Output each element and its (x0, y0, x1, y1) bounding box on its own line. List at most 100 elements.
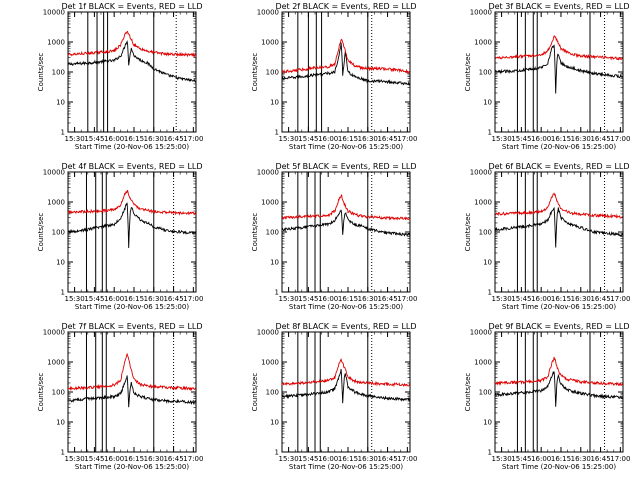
y-axis-label: Counts/sec (464, 373, 472, 412)
x-tick-label: 17:00 (610, 135, 630, 143)
x-tick-label: 15:45 (298, 455, 318, 463)
y-tick-label: 10000 (470, 329, 492, 337)
x-tick-label: 15:45 (298, 295, 318, 303)
x-tick-label: 16:15 (124, 135, 144, 143)
x-tick-label: 16:30 (571, 455, 591, 463)
x-axis-label: Start Time (20-Nov-06 15:25:00) (289, 303, 403, 311)
panel-title: Det 1f BLACK = Events, RED = LLD (61, 2, 202, 11)
x-axis-label: Start Time (20-Nov-06 15:25:00) (75, 303, 189, 311)
y-tick-label: 10000 (43, 329, 65, 337)
y-tick-label: 10000 (257, 329, 279, 337)
panel-title: Det 5f BLACK = Events, RED = LLD (275, 162, 416, 171)
y-axis-label: Counts/sec (464, 53, 472, 92)
x-axis-label: Start Time (20-Nov-06 15:25:00) (75, 463, 189, 471)
x-tick-label: 17:00 (397, 135, 417, 143)
panel-title: Det 6f BLACK = Events, RED = LLD (488, 162, 629, 171)
plot-frame (281, 171, 411, 293)
y-tick-label: 1 (275, 129, 279, 137)
y-tick-label: 10000 (43, 169, 65, 177)
x-tick-label: 16:00 (104, 135, 124, 143)
x-tick-label: 16:00 (531, 455, 551, 463)
y-tick-label: 100 (52, 69, 65, 77)
y-tick-label: 100 (52, 389, 65, 397)
x-tick-label: 16:45 (377, 295, 397, 303)
x-tick-label: 16:15 (338, 295, 358, 303)
y-tick-label: 10 (56, 419, 65, 427)
x-tick-label: 15:30 (279, 295, 299, 303)
y-tick-label: 10000 (257, 169, 279, 177)
x-tick-label: 16:45 (377, 455, 397, 463)
detector-panel-2: Det 2f BLACK = Events, RED = LLD 1 10 100 10… (251, 2, 417, 151)
lld-curve (495, 192, 623, 220)
x-tick-label: 15:45 (298, 135, 318, 143)
y-axis-label: Counts/sec (37, 53, 45, 92)
x-axis-label: Start Time (20-Nov-06 15:25:00) (289, 143, 403, 151)
plot-frame (67, 11, 197, 133)
plot-frame (281, 331, 411, 453)
panel-title: Det 2f BLACK = Events, RED = LLD (275, 2, 416, 11)
y-axis-label: Counts/sec (251, 213, 259, 252)
plot-frame (67, 331, 197, 453)
events-curve (495, 371, 623, 407)
y-tick-label: 1000 (47, 199, 65, 207)
x-tick-label: 15:45 (84, 135, 104, 143)
x-axis-label: Start Time (20-Nov-06 15:25:00) (502, 463, 616, 471)
y-tick-label: 1 (488, 449, 492, 457)
x-tick-label: 17:00 (610, 455, 630, 463)
y-tick-label: 100 (52, 229, 65, 237)
x-tick-label: 16:15 (551, 295, 571, 303)
y-tick-label: 1 (61, 289, 65, 297)
x-tick-label: 16:00 (318, 455, 338, 463)
y-tick-label: 100 (479, 69, 492, 77)
y-tick-label: 1000 (47, 359, 65, 367)
y-tick-label: 10000 (257, 9, 279, 17)
y-axis-label: Counts/sec (37, 373, 45, 412)
x-tick-label: 16:30 (571, 135, 591, 143)
x-tick-label: 16:15 (338, 455, 358, 463)
x-tick-label: 16:15 (551, 135, 571, 143)
x-tick-label: 16:45 (163, 455, 183, 463)
y-tick-label: 10 (483, 419, 492, 427)
x-tick-label: 16:15 (124, 455, 144, 463)
x-tick-label: 16:15 (124, 295, 144, 303)
y-tick-label: 1000 (474, 199, 492, 207)
lld-curve (68, 352, 196, 392)
x-tick-label: 16:45 (590, 455, 610, 463)
x-tick-label: 16:30 (144, 135, 164, 143)
x-tick-label: 16:00 (104, 295, 124, 303)
y-tick-label: 1 (275, 449, 279, 457)
x-tick-label: 15:30 (65, 455, 85, 463)
x-tick-label: 16:45 (163, 135, 183, 143)
y-tick-label: 100 (479, 229, 492, 237)
detector-panel-9: Det 9f BLACK = Events, RED = LLD 1 10 100 10… (464, 322, 630, 471)
x-axis-label: Start Time (20-Nov-06 15:25:00) (502, 303, 616, 311)
y-tick-label: 10000 (470, 9, 492, 17)
y-tick-label: 1000 (47, 39, 65, 47)
y-tick-label: 1 (488, 289, 492, 297)
y-tick-label: 10000 (470, 169, 492, 177)
x-tick-label: 16:00 (104, 455, 124, 463)
x-tick-label: 16:45 (163, 295, 183, 303)
x-tick-label: 16:15 (551, 455, 571, 463)
panel-title: Det 9f BLACK = Events, RED = LLD (488, 322, 629, 331)
panel-title: Det 8f BLACK = Events, RED = LLD (275, 322, 416, 331)
x-tick-label: 16:45 (590, 295, 610, 303)
x-tick-label: 15:30 (492, 455, 512, 463)
y-tick-label: 10 (270, 99, 279, 107)
y-tick-label: 1 (61, 129, 65, 137)
x-tick-label: 16:00 (531, 135, 551, 143)
x-tick-label: 17:00 (610, 295, 630, 303)
x-axis-label: Start Time (20-Nov-06 15:25:00) (289, 463, 403, 471)
events-curve (495, 44, 623, 94)
x-tick-label: 16:30 (144, 455, 164, 463)
x-tick-label: 16:30 (358, 455, 378, 463)
x-tick-label: 15:30 (65, 135, 85, 143)
events-curve (282, 368, 410, 404)
panel-title: Det 3f BLACK = Events, RED = LLD (488, 2, 629, 11)
events-curve (282, 209, 410, 237)
events-curve (495, 206, 623, 248)
x-tick-label: 16:00 (318, 295, 338, 303)
x-tick-label: 16:45 (590, 135, 610, 143)
